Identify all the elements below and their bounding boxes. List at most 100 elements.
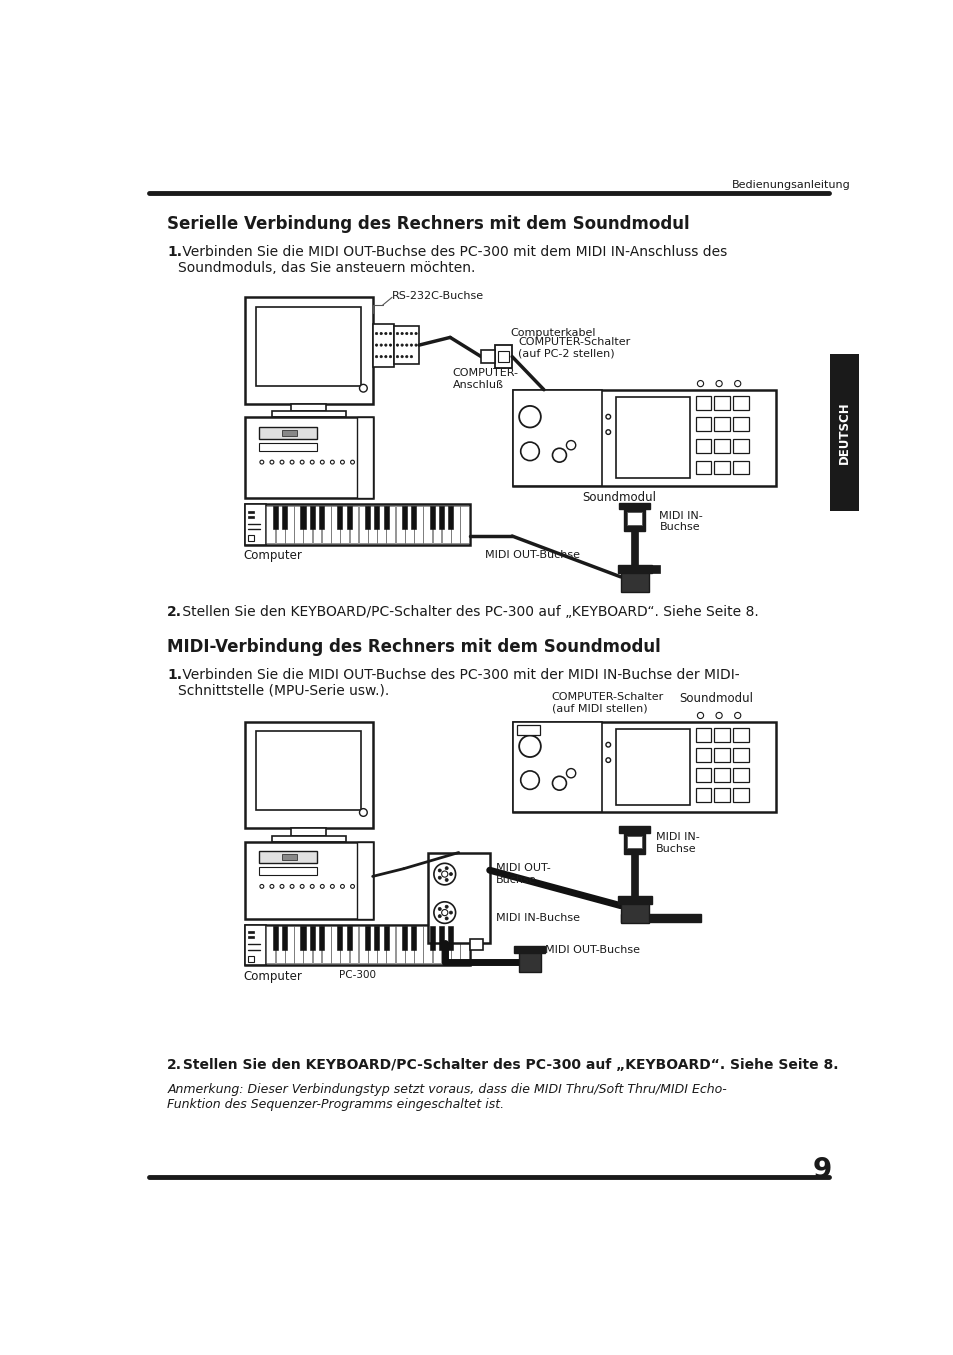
Text: Bedienungsanleitung: Bedienungsanleitung: [731, 180, 849, 190]
Bar: [245, 504, 469, 545]
Bar: [630, 531, 638, 565]
Bar: [340, 927, 349, 963]
Bar: [427, 852, 489, 943]
Circle shape: [259, 885, 264, 889]
Bar: [365, 505, 370, 530]
Bar: [732, 768, 748, 782]
Bar: [248, 511, 253, 514]
Bar: [340, 505, 349, 543]
Text: Serielle Verbindung des Rechners mit dem Soundmodul: Serielle Verbindung des Rechners mit dem…: [167, 215, 689, 233]
Text: MIDI OUT-Buchse: MIDI OUT-Buchse: [545, 944, 639, 955]
Circle shape: [566, 768, 575, 778]
Bar: [513, 722, 776, 813]
Text: COMPUTER-Schalter
(auf PC-2 stellen): COMPUTER-Schalter (auf PC-2 stellen): [517, 337, 630, 359]
Bar: [386, 505, 395, 543]
Bar: [245, 504, 266, 545]
Bar: [514, 946, 545, 953]
Bar: [300, 927, 305, 950]
Circle shape: [340, 885, 344, 889]
Circle shape: [375, 332, 377, 335]
Bar: [365, 927, 370, 950]
Bar: [423, 927, 432, 963]
Circle shape: [379, 355, 382, 358]
Bar: [245, 297, 373, 404]
Bar: [282, 927, 287, 950]
Bar: [321, 927, 331, 963]
Bar: [245, 925, 469, 965]
Bar: [294, 927, 303, 963]
Bar: [275, 505, 284, 543]
Bar: [513, 390, 601, 486]
Circle shape: [300, 461, 304, 463]
Bar: [695, 728, 711, 741]
Circle shape: [310, 461, 314, 463]
Circle shape: [734, 381, 740, 386]
Text: 9: 9: [812, 1156, 831, 1184]
Text: RS-232C-Buchse: RS-232C-Buchse: [392, 291, 484, 301]
Bar: [282, 854, 297, 860]
Bar: [414, 505, 422, 543]
Text: 2.: 2.: [167, 1058, 182, 1072]
Bar: [337, 927, 342, 950]
Circle shape: [445, 905, 448, 908]
Bar: [245, 417, 373, 499]
Circle shape: [359, 809, 367, 816]
Circle shape: [716, 713, 721, 718]
Bar: [695, 768, 711, 782]
Bar: [451, 927, 459, 963]
Bar: [732, 461, 748, 474]
Bar: [373, 324, 394, 367]
Bar: [469, 939, 483, 950]
Bar: [616, 729, 689, 805]
Text: COMPUTER-
Anschluß: COMPUTER- Anschluß: [452, 369, 518, 390]
Circle shape: [330, 885, 334, 889]
Circle shape: [410, 344, 412, 347]
Circle shape: [697, 381, 703, 386]
Circle shape: [389, 344, 392, 347]
Circle shape: [375, 344, 377, 347]
Circle shape: [605, 430, 610, 435]
Bar: [272, 836, 345, 841]
Circle shape: [320, 461, 324, 463]
Bar: [386, 927, 395, 963]
Bar: [368, 927, 376, 963]
Bar: [273, 505, 277, 530]
Circle shape: [520, 442, 538, 461]
Bar: [258, 443, 316, 451]
Circle shape: [290, 461, 294, 463]
Text: MIDI IN-
Buchse: MIDI IN- Buchse: [656, 832, 700, 854]
Bar: [285, 927, 294, 963]
Bar: [480, 351, 495, 363]
Bar: [395, 927, 404, 963]
Bar: [258, 867, 316, 875]
Bar: [300, 505, 305, 530]
Circle shape: [605, 415, 610, 419]
Bar: [732, 417, 748, 431]
Bar: [497, 351, 509, 362]
Bar: [695, 748, 711, 762]
Bar: [414, 927, 422, 963]
Circle shape: [437, 915, 441, 917]
Circle shape: [350, 461, 355, 463]
Bar: [404, 505, 414, 543]
Bar: [294, 505, 303, 543]
Bar: [620, 573, 648, 592]
Text: MIDI IN-Buchse: MIDI IN-Buchse: [496, 912, 579, 923]
Bar: [318, 505, 324, 530]
Bar: [517, 725, 539, 734]
Text: Verbinden Sie die MIDI OUT-Buchse des PC-300 mit dem MIDI IN-Anschluss des
Sound: Verbinden Sie die MIDI OUT-Buchse des PC…: [178, 245, 726, 275]
Circle shape: [605, 757, 610, 763]
Bar: [368, 505, 376, 543]
Text: DEUTSCH: DEUTSCH: [837, 401, 850, 463]
Text: MIDI IN-
Buchse: MIDI IN- Buchse: [659, 511, 702, 533]
Circle shape: [359, 385, 367, 392]
Circle shape: [389, 332, 392, 335]
Bar: [273, 927, 277, 950]
Bar: [331, 927, 339, 963]
Bar: [432, 505, 441, 543]
Bar: [272, 412, 345, 417]
Bar: [245, 722, 373, 828]
Bar: [648, 565, 659, 573]
Text: Soundmodul: Soundmodul: [679, 692, 753, 706]
Text: Soundmodul: Soundmodul: [582, 491, 656, 504]
